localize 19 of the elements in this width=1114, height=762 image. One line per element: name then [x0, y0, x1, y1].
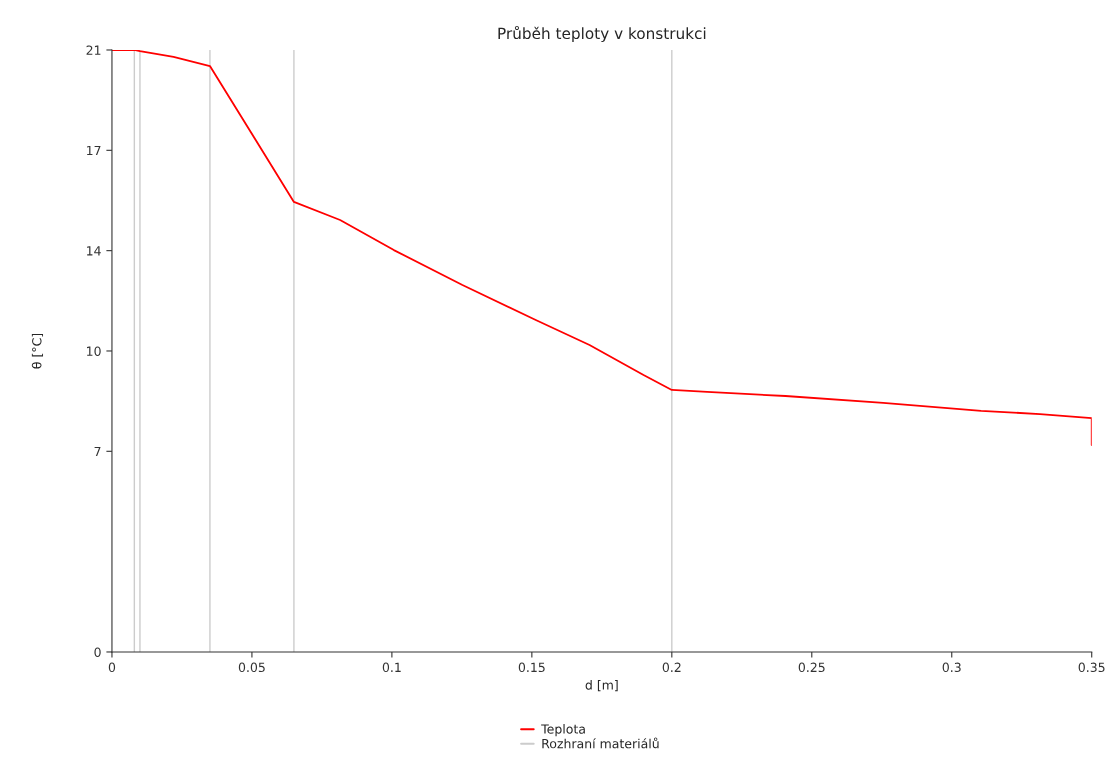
legend-label: Teplota	[541, 724, 585, 737]
x-tick-label: 0.2	[662, 662, 681, 673]
y-axis-title: θ [°C]	[31, 333, 44, 369]
y-tick-label: 0	[94, 647, 101, 657]
y-tick-label: 7	[94, 446, 101, 457]
x-tick-label: 0.25	[798, 662, 825, 673]
y-tick-label: 17	[87, 145, 101, 156]
x-tick-label: 0.15	[518, 662, 545, 673]
y-tick-label: 10	[87, 346, 101, 356]
x-axis-title: d [m]	[585, 680, 618, 692]
x-tick-label: 0.1	[382, 662, 401, 673]
y-tick-label: 21	[86, 45, 101, 55]
legend-label: Rozhraní materiálů	[542, 737, 659, 749]
x-tick-label: 0	[108, 662, 116, 673]
chart-title: Průběh teploty v konstrukci	[498, 25, 706, 43]
x-tick-label: 0.35	[1078, 662, 1105, 673]
x-tick-label: 0.3	[942, 662, 961, 673]
x-tick-label: 0.05	[238, 662, 265, 673]
y-tick-label: 14	[87, 246, 101, 256]
